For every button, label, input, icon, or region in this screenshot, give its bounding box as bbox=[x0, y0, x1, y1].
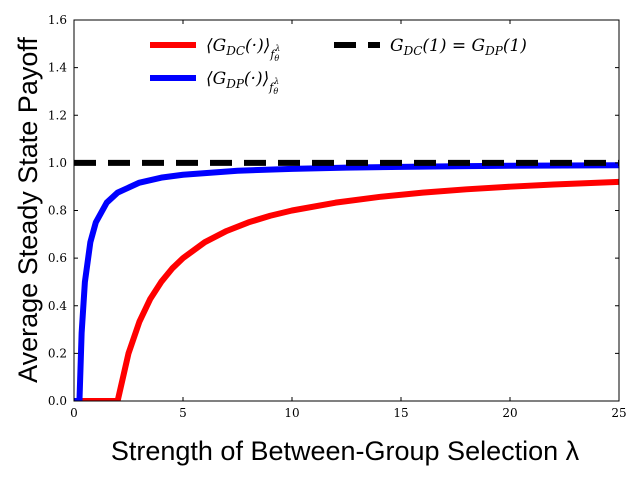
legend-label-part: λ bbox=[274, 44, 280, 53]
legend-label-part: DC bbox=[225, 44, 245, 58]
y-tick-label: 1.2 bbox=[48, 108, 67, 122]
x-tick-label: 5 bbox=[179, 406, 187, 420]
legend-label-part: (·)⟩ bbox=[244, 69, 269, 89]
legend-label-part: DP bbox=[484, 44, 504, 58]
y-tick-label: 0.2 bbox=[48, 346, 67, 360]
x-tick-label: 20 bbox=[502, 406, 517, 420]
x-tick-label: 0 bbox=[70, 406, 78, 420]
legend-label-part: θ bbox=[273, 87, 278, 96]
x-tick-label: 25 bbox=[611, 406, 626, 420]
x-tick-label: 10 bbox=[284, 406, 299, 420]
legend-label-part: f bbox=[268, 81, 275, 94]
series-line-0 bbox=[74, 178, 619, 401]
legend-label-part: G bbox=[390, 36, 404, 56]
x-axis-title: Strength of Between-Group Selection λ bbox=[111, 436, 580, 466]
legend-label-part: DP bbox=[225, 77, 245, 91]
legend-label-1: ⟨GDP(·)⟩fθλ bbox=[206, 69, 279, 96]
y-tick-label: 1.6 bbox=[48, 13, 67, 27]
legend-label-part: (1) = G bbox=[422, 36, 485, 56]
legend-label-part: θ bbox=[274, 54, 279, 63]
ticks-layer: 0 5 10 15 20 25 0.0 0.2 0.4 0.6 0.8 1.0 1.2 1.4 1.6 bbox=[48, 13, 627, 420]
legend-label-part: DC bbox=[403, 44, 423, 58]
legend-label-0: ⟨GDC(·)⟩fθλ bbox=[206, 36, 280, 63]
x-tick-label: 15 bbox=[393, 406, 408, 420]
series-layer bbox=[74, 159, 619, 401]
y-tick-label: 0.4 bbox=[48, 299, 67, 313]
series-line-1 bbox=[74, 162, 619, 401]
y-tick-label: 0.6 bbox=[48, 251, 67, 265]
y-tick-label: 1.0 bbox=[48, 156, 67, 170]
legend-label-part: ⟨G bbox=[206, 36, 226, 56]
legend-label-part: λ bbox=[273, 77, 279, 86]
y-tick-label: 0.8 bbox=[48, 204, 67, 218]
legend-label-part: (1) bbox=[503, 36, 527, 56]
y-axis-title: Average Steady State Payoff bbox=[13, 37, 43, 383]
legend-label-2: GDC(1) = GDP(1) bbox=[390, 36, 527, 58]
y-tick-label: 1.4 bbox=[48, 61, 67, 75]
legend-label-part: f bbox=[269, 48, 276, 61]
legend-label-part: (·)⟩ bbox=[245, 36, 270, 56]
legend-label-part: ⟨G bbox=[206, 69, 226, 89]
y-tick-label: 0.0 bbox=[48, 394, 67, 408]
